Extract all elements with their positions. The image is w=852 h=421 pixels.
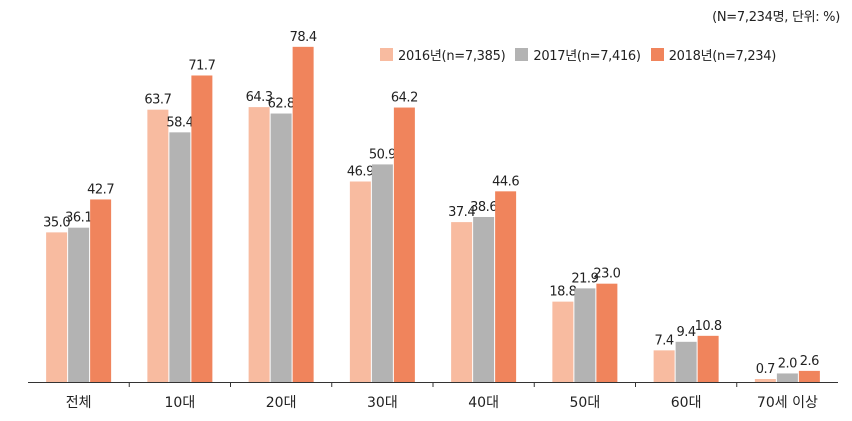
data-label: 42.7	[87, 182, 114, 197]
bar	[169, 132, 191, 382]
bar	[596, 283, 618, 382]
data-label: 36.1	[65, 211, 92, 226]
bar	[754, 379, 776, 382]
x-tick-label: 20대	[266, 395, 297, 411]
unit-note: (N=7,234명, 단위: %)	[712, 10, 840, 25]
bar	[451, 222, 473, 382]
data-label: 62.8	[268, 97, 295, 112]
legend-item-2017: 2017년(n=7,416)	[515, 45, 641, 64]
x-tick-label: 60대	[671, 395, 702, 411]
bar	[270, 113, 292, 382]
data-label: 38.6	[470, 200, 497, 215]
data-label: 2.6	[800, 354, 819, 369]
x-tick-label: 40대	[468, 395, 499, 411]
legend-item-2018: 2018년(n=7,234)	[650, 45, 777, 64]
data-label: 2.0	[778, 356, 797, 371]
data-label: 50.9	[369, 147, 396, 162]
bar	[292, 46, 314, 383]
bar	[776, 373, 798, 382]
bar	[697, 335, 719, 382]
legend-swatch-2016	[380, 48, 393, 61]
bar	[675, 341, 697, 382]
data-label: 18.8	[549, 285, 576, 300]
legend-label-2018: 2018년(n=7,234)	[668, 49, 777, 64]
bar	[147, 109, 169, 383]
legend-swatch-2018	[650, 48, 664, 61]
bar	[393, 107, 415, 383]
data-label: 9.4	[677, 325, 696, 340]
legend-label-2017: 2017년(n=7,416)	[533, 49, 641, 64]
legend: 2016년(n=7,385) 2017년(n=7,416) 2018년(n=7,…	[380, 45, 786, 64]
data-label: 35.0	[43, 215, 70, 230]
bar	[798, 370, 820, 382]
data-label: 63.7	[144, 93, 171, 108]
x-tick-label: 30대	[367, 395, 398, 411]
bar	[248, 107, 270, 383]
legend-item-2016: 2016년(n=7,385)	[380, 45, 506, 64]
bar	[473, 216, 495, 382]
data-label: 21.9	[571, 271, 598, 286]
legend-swatch-2017	[515, 48, 529, 61]
data-label: 64.2	[391, 91, 418, 106]
bar	[574, 288, 596, 382]
bar	[90, 199, 112, 382]
bar	[495, 191, 517, 382]
data-label: 0.7	[756, 362, 775, 377]
bar	[68, 227, 90, 382]
data-label: 23.0	[593, 267, 620, 282]
bar	[552, 301, 574, 382]
data-label: 44.6	[492, 174, 519, 189]
bar	[653, 350, 675, 382]
x-tick-label: 10대	[165, 395, 196, 411]
data-label: 58.4	[166, 115, 193, 130]
data-label: 10.8	[695, 319, 722, 334]
data-label: 7.4	[655, 333, 674, 348]
data-label: 46.9	[347, 165, 374, 180]
data-label: 78.4	[290, 30, 317, 45]
x-tick-label: 전체	[66, 395, 92, 411]
bar	[371, 164, 393, 382]
data-label: 71.7	[188, 58, 215, 73]
x-tick-label: 70세 이상	[757, 395, 818, 411]
data-label: 37.4	[448, 205, 475, 220]
bar	[191, 75, 213, 383]
bar	[46, 232, 68, 382]
legend-label-2016: 2016년(n=7,385)	[398, 49, 506, 64]
x-tick-label: 50대	[570, 395, 601, 411]
data-label: 64.3	[246, 90, 273, 105]
bar	[349, 181, 371, 382]
